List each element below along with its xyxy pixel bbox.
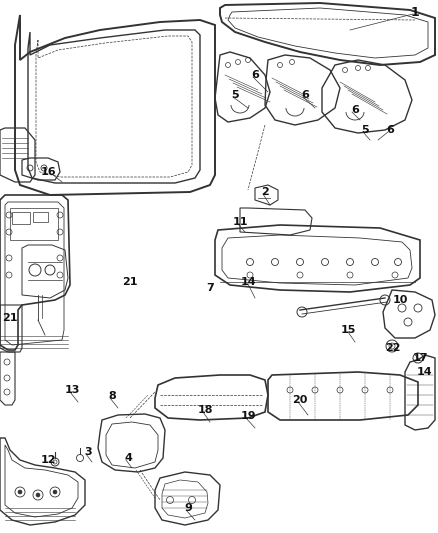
Text: 8: 8 (108, 391, 116, 401)
Text: 12: 12 (40, 455, 56, 465)
Text: 19: 19 (240, 411, 256, 421)
Text: 3: 3 (84, 447, 92, 457)
Circle shape (18, 490, 22, 494)
Text: 21: 21 (122, 277, 138, 287)
Text: 18: 18 (197, 405, 213, 415)
Text: 7: 7 (206, 283, 214, 293)
Text: 9: 9 (184, 503, 192, 513)
Text: 6: 6 (351, 105, 359, 115)
Bar (12, 212, 30, 224)
Circle shape (36, 493, 40, 497)
Text: 6: 6 (251, 70, 259, 80)
Text: 1: 1 (411, 5, 419, 19)
Circle shape (53, 490, 57, 494)
Text: 5: 5 (231, 90, 239, 100)
Text: 6: 6 (386, 125, 394, 135)
Text: 6: 6 (301, 90, 309, 100)
Text: 15: 15 (340, 325, 356, 335)
Text: 10: 10 (392, 295, 408, 305)
Text: 14: 14 (240, 277, 256, 287)
Text: 21: 21 (2, 313, 18, 323)
Text: 11: 11 (232, 217, 248, 227)
Text: 22: 22 (385, 343, 401, 353)
Text: 17: 17 (412, 353, 428, 363)
Text: 5: 5 (361, 125, 369, 135)
Text: 20: 20 (292, 395, 307, 405)
Text: 14: 14 (417, 367, 433, 377)
Text: 2: 2 (261, 187, 269, 197)
Text: 16: 16 (40, 167, 56, 177)
Text: 13: 13 (64, 385, 80, 395)
Text: 4: 4 (124, 453, 132, 463)
Bar (33, 212, 48, 222)
